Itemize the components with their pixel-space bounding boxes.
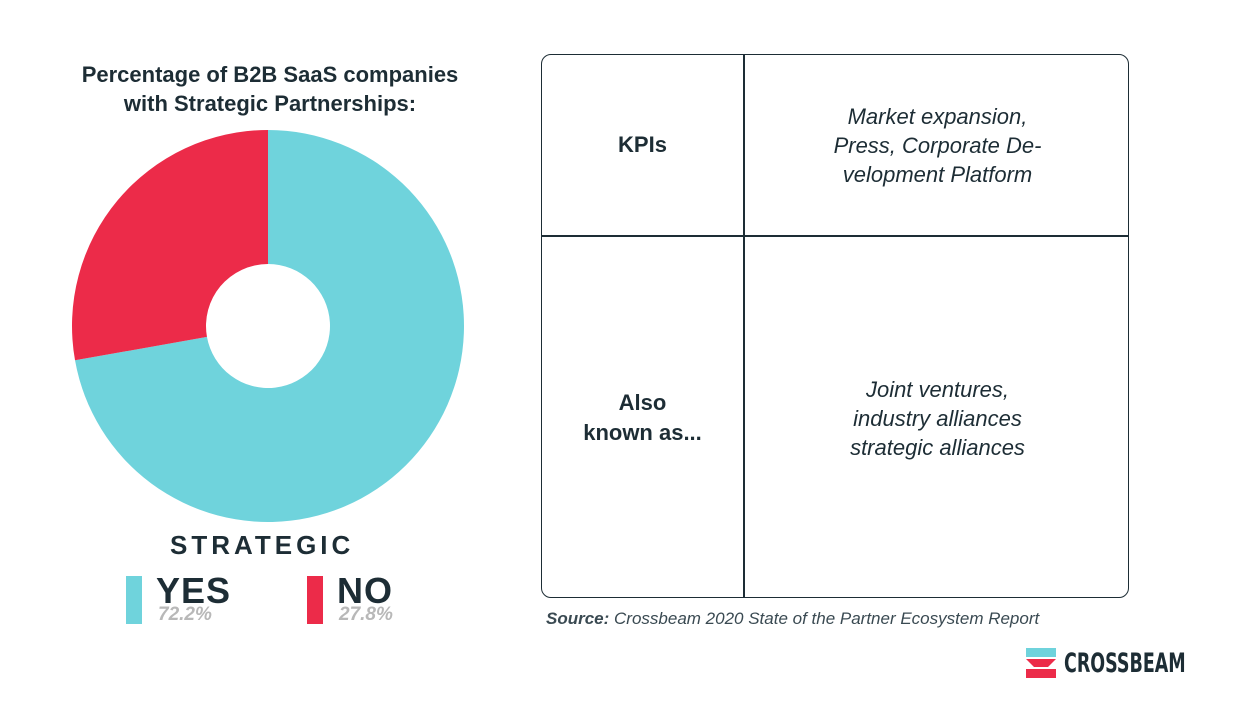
table-row-kpis-header: KPIs (542, 55, 743, 235)
source-label: Source: (546, 609, 610, 628)
donut-slice-yes (75, 130, 464, 522)
chart-title-line-2: with Strategic Partnerships: (123, 91, 417, 116)
kpis-label: KPIs (618, 132, 667, 157)
aka-label-line: known as... (583, 420, 702, 445)
legend-title: STRATEGIC (170, 530, 355, 560)
aka-text-line: Joint ventures, (865, 376, 1010, 402)
table-row-aka-header: Also known as... (542, 237, 743, 599)
comparison-table: KPIs Market expansion, Press, Corporate … (541, 54, 1129, 598)
brand-name: CROSSBEAM (1064, 648, 1186, 679)
chart-title: Percentage of B2B SaaS companies with St… (30, 60, 510, 118)
kpis-text-line: velopment Platform (842, 161, 1033, 187)
source-text: Crossbeam 2020 State of the Partner Ecos… (609, 609, 1040, 628)
legend-swatch-no (307, 576, 323, 624)
legend-label-no: NO (337, 570, 393, 611)
aka-text-line: industry alliances (853, 405, 1022, 431)
table-divider-vertical (743, 55, 745, 597)
legend-value-yes: 72.2% (158, 604, 212, 625)
source-note: Source: Crossbeam 2020 State of the Part… (546, 609, 1039, 629)
kpis-text-line: Press, Corporate De- (833, 132, 1042, 158)
crossbeam-logo-icon (1026, 648, 1056, 678)
chart-title-line-1: Percentage of B2B SaaS companies (81, 62, 459, 87)
donut-chart (72, 130, 464, 522)
donut-slice-no (72, 130, 268, 361)
legend-label-yes: YES (156, 570, 232, 611)
kpis-text-line: Market expansion, (847, 103, 1028, 129)
legend-value-no: 27.8% (339, 604, 393, 625)
table-row-kpis-body: Market expansion, Press, Corporate De- v… (745, 55, 1130, 235)
table-divider-horizontal (542, 235, 1128, 237)
legend-swatch-yes (126, 576, 142, 624)
aka-label-line: Also (618, 390, 667, 415)
aka-text-line: strategic alliances (850, 434, 1025, 460)
table-row-aka-body: Joint ventures, industry alliances strat… (745, 237, 1130, 599)
